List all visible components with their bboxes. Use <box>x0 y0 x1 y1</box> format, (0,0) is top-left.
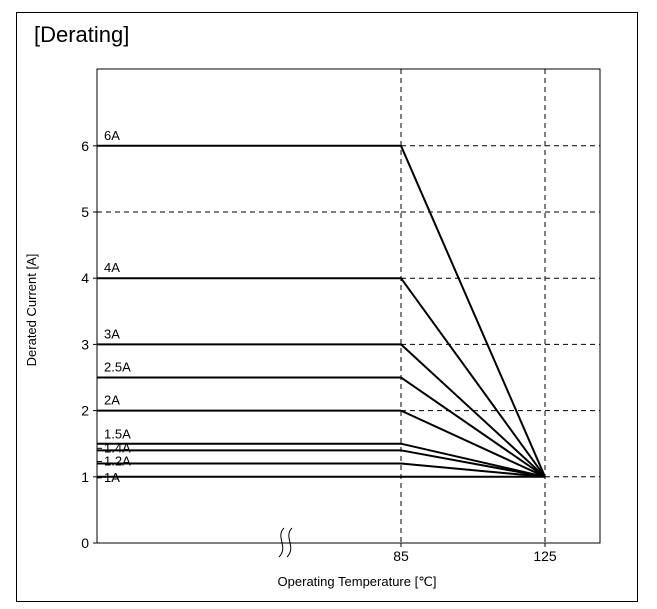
y-tick-label: 2 <box>81 403 89 419</box>
series-label: 4A <box>104 260 120 275</box>
x-tick-label: 125 <box>533 548 557 564</box>
y-tick-label: 6 <box>81 138 89 154</box>
series-line-2.5A <box>97 376 546 478</box>
plot-area-border <box>96 68 601 544</box>
y-tick-label: 3 <box>81 336 89 352</box>
series-label: 1A <box>104 470 120 485</box>
series-line-6A <box>97 144 546 478</box>
series-line-1.5A <box>97 442 546 478</box>
series-label: 2.5A <box>104 360 131 375</box>
y-tick-label: 1 <box>81 469 89 485</box>
x-axis-label: Operating Temperature [℃] <box>278 574 437 589</box>
x-tick-label: 85 <box>393 548 409 564</box>
series-line-2A <box>97 409 546 478</box>
series-line-3A <box>97 343 546 478</box>
series-label: 1.2A <box>104 454 131 469</box>
series-line-1.2A <box>97 462 546 478</box>
y-axis-label: Derated Current [A] <box>24 254 39 367</box>
axes <box>93 68 601 558</box>
axis-break-mark-0 <box>278 527 285 558</box>
series-label: 3A <box>104 326 120 341</box>
axis-break-mark-1 <box>286 527 293 558</box>
series-line-1.4A <box>97 449 546 478</box>
y-tick-label: 5 <box>81 204 89 220</box>
chart-frame <box>16 12 638 602</box>
series-lines <box>97 144 546 478</box>
y-tick-label: 4 <box>81 270 89 286</box>
series-label: 1.4A <box>104 440 131 455</box>
chart-title: [Derating] <box>34 22 130 47</box>
series-label: 2A <box>104 393 120 408</box>
series-label: 6A <box>104 128 120 143</box>
y-tick-label: 0 <box>81 535 89 551</box>
series-line-4A <box>97 277 546 478</box>
series-label: 1.5A <box>104 427 131 442</box>
